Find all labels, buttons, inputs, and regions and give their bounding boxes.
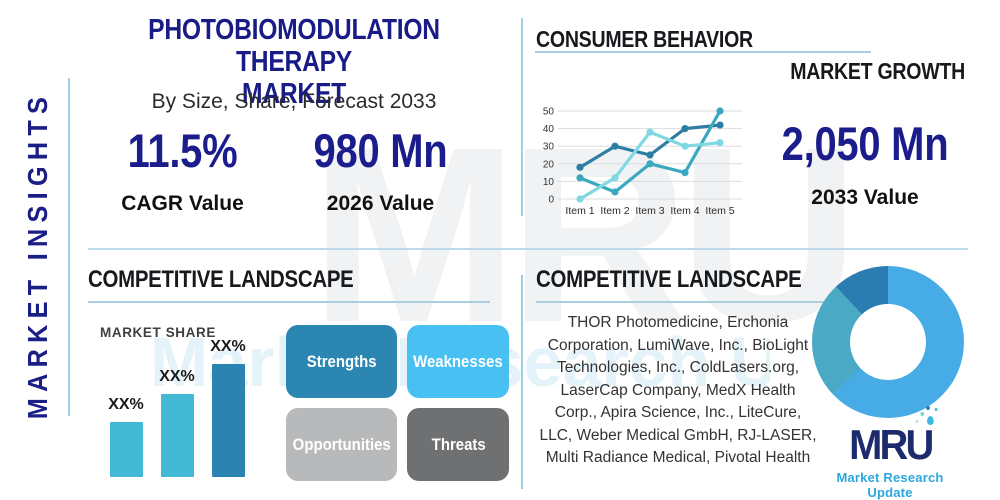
market-share-title: MARKET SHARE: [100, 325, 216, 340]
market-share-bar-label: XX%: [108, 396, 144, 413]
page-title: PHOTOBIOMODULATION THERAPY MARKET: [88, 14, 500, 110]
svg-text:Item 3: Item 3: [635, 205, 664, 217]
swot-label-weaknesses: Weaknesses: [413, 351, 504, 371]
stat-2026-value: 980 Mn: [313, 124, 448, 177]
vertical-divider-bottom: [521, 275, 523, 489]
section-heading-competitive-landscape-right: COMPETITIVE LANDSCAPE: [536, 266, 802, 293]
market-share-bar-chart: XX% XX% XX%: [88, 335, 288, 477]
svg-text:50: 50: [543, 107, 555, 118]
stat-cagr-value: 11.5%: [127, 124, 238, 177]
stat-2026-label: 2026 Value: [326, 192, 435, 215]
watermark-wordmark: MRU: [310, 95, 859, 374]
svg-text:0: 0: [548, 195, 554, 206]
svg-text:40: 40: [543, 124, 555, 135]
market-share-bar: [110, 422, 143, 477]
donut-chart: [812, 266, 964, 418]
section-heading-market-growth: MARKET GROWTH: [790, 58, 965, 84]
swot-label-strengths: Strengths: [306, 351, 377, 371]
splash-dot-icon: [934, 408, 937, 411]
market-share-bar: [212, 364, 245, 477]
market-share-bar-label: XX%: [159, 368, 195, 385]
svg-text:Item 4: Item 4: [670, 205, 699, 217]
splash-dot-icon: [915, 420, 918, 423]
competitive-landscape-left-underline: [88, 301, 490, 303]
mru-logo: MRU Market Research Update: [815, 406, 965, 500]
page-subtitle: By Size, Share, Forecast 2033: [151, 90, 437, 113]
svg-text:20: 20: [543, 159, 555, 170]
svg-text:30: 30: [543, 142, 555, 153]
competitive-landscape-right-underline: [536, 301, 876, 303]
svg-text:10: 10: [543, 177, 555, 188]
page-title-line1: PHOTOBIOMODULATION THERAPY: [148, 14, 440, 78]
stat-2033-value: 2,050 Mn: [781, 117, 949, 170]
mru-wordmark: MRU: [849, 406, 937, 466]
svg-text:Item 2: Item 2: [600, 205, 629, 217]
mru-tagline: Market Research Update: [836, 470, 944, 500]
page-title-line2: MARKET: [242, 78, 346, 110]
splash-droplet-icon: [926, 416, 934, 425]
swot-box-threats: Threats: [407, 408, 510, 481]
horizontal-section-divider: [88, 248, 968, 250]
section-heading-consumer-behavior: CONSUMER BEHAVIOR: [536, 26, 753, 52]
swot-box-opportunities: Opportunities: [286, 408, 398, 481]
market-share-bar-label: XX%: [210, 338, 246, 355]
consumer-behavior-underline: [535, 51, 871, 53]
svg-text:Item 5: Item 5: [705, 205, 734, 217]
swot-label-threats: Threats: [431, 434, 486, 454]
market-share-bar: [161, 394, 194, 477]
swot-grid: Strengths Weaknesses Opportunities Threa…: [286, 325, 510, 481]
section-heading-competitive-landscape-left: COMPETITIVE LANDSCAPE: [88, 266, 354, 293]
stat-cagr-label: CAGR Value: [121, 192, 244, 215]
stat-2033-label: 2033 Value: [811, 186, 919, 209]
vertical-rail-label: MARKET INSIGHTS: [22, 90, 53, 420]
rail-divider-line: [68, 78, 70, 416]
swot-label-opportunities: Opportunities: [292, 434, 391, 454]
splash-dot-icon: [925, 406, 930, 410]
swot-box-strengths: Strengths: [286, 325, 398, 398]
vertical-divider-top: [521, 18, 523, 216]
company-list: THOR Photomedicine, Erchonia Corporation…: [539, 314, 817, 466]
market-growth-line-chart: 0 10 20 30 40 50 Item 1 Item 2 Item 3 Item 4 Item …: [543, 107, 742, 217]
svg-text:Item 1: Item 1: [565, 205, 594, 217]
swot-box-weaknesses: Weaknesses: [407, 325, 510, 398]
splash-dot-icon: [919, 412, 924, 416]
